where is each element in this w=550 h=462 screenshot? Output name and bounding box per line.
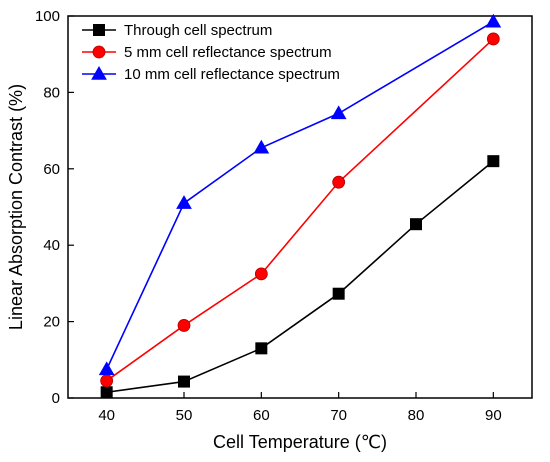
legend-item: 5 mm cell reflectance spectrum: [82, 44, 332, 61]
series-2: [100, 32, 500, 388]
legend-marker: [92, 45, 106, 59]
y-tick-label: 20: [43, 314, 60, 331]
legend-marker: [93, 24, 105, 36]
series-line: [106, 160, 494, 394]
legend-label: Through cell spectrum: [124, 22, 272, 39]
data-series: [98, 13, 502, 399]
series-3: [98, 13, 502, 376]
y-tick-label: 100: [35, 8, 60, 25]
legend-marker: [91, 65, 107, 80]
x-tick-label: 80: [408, 407, 425, 424]
x-tick-label: 70: [330, 407, 347, 424]
y-tick-label: 0: [52, 390, 60, 407]
data-point: [332, 287, 345, 300]
legend-item: 10 mm cell reflectance spectrum: [82, 65, 340, 83]
legend-label: 10 mm cell reflectance spectrum: [124, 66, 340, 83]
y-tick-label: 80: [43, 84, 60, 101]
x-tick-label: 40: [98, 407, 115, 424]
y-axis-title: Linear Absorption Contrast (%): [6, 84, 26, 330]
series-line: [106, 38, 494, 382]
legend: Through cell spectrum 5 mm cell reflectan…: [82, 22, 340, 83]
data-point: [486, 32, 500, 46]
data-point: [253, 139, 270, 154]
data-point: [410, 218, 422, 231]
legend-item: Through cell spectrum: [82, 22, 272, 39]
data-point: [98, 361, 115, 376]
data-point: [178, 375, 190, 388]
y-tick-label: 40: [43, 237, 60, 254]
plot-area-frame: [67, 15, 533, 399]
data-point: [330, 105, 347, 120]
data-point: [255, 342, 268, 355]
data-point: [177, 319, 191, 332]
axis-ticks: 40 50 60 70 80 90 0 20 40 60 80 100: [35, 8, 502, 424]
data-point: [176, 195, 192, 209]
data-point: [487, 155, 500, 168]
data-point: [332, 175, 346, 189]
x-axis-title: Cell Temperature (℃): [213, 432, 387, 452]
series-1: [100, 155, 500, 399]
y-tick-label: 60: [43, 161, 60, 178]
data-point: [100, 386, 113, 399]
data-point: [485, 13, 502, 28]
data-point: [100, 374, 114, 388]
x-tick-label: 50: [176, 407, 193, 424]
legend-label: 5 mm cell reflectance spectrum: [124, 44, 332, 61]
data-point: [254, 267, 268, 281]
x-tick-label: 90: [485, 407, 502, 424]
x-tick-label: 60: [253, 407, 270, 424]
